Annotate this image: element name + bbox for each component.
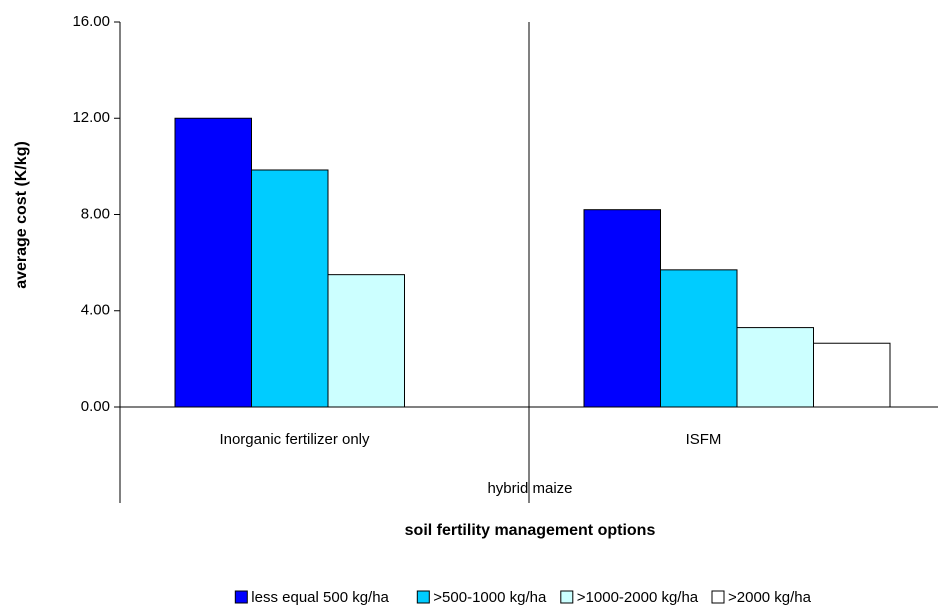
legend-label: >1000-2000 kg/ha [577,589,699,606]
group-label: hybrid maize [487,480,572,497]
bar [583,209,661,408]
bar [327,274,405,408]
legend-swatch [560,590,574,604]
legend-swatch [416,590,430,604]
bar [660,269,738,408]
bar [251,169,329,408]
legend-swatch [711,590,725,604]
legend-label: >2000 kg/ha [728,589,812,606]
y-tick-label: 4.00 [81,302,110,319]
legend-label: less equal 500 kg/ha [251,589,389,606]
y-tick-label: 16.00 [72,13,110,30]
bar [813,342,891,408]
legend-swatch [234,590,248,604]
y-tick-label: 12.00 [72,109,110,126]
x-axis-title: soil fertility management options [405,522,656,539]
bar [174,117,252,408]
bar [736,327,814,408]
x-tick-label: Inorganic fertilizer only [219,431,370,448]
y-tick-label: 0.00 [81,398,110,415]
x-tick-label: ISFM [686,431,722,448]
y-tick-label: 8.00 [81,205,110,222]
y-axis-title: average cost (K/kg) [13,141,30,289]
legend-label: >500-1000 kg/ha [433,589,547,606]
